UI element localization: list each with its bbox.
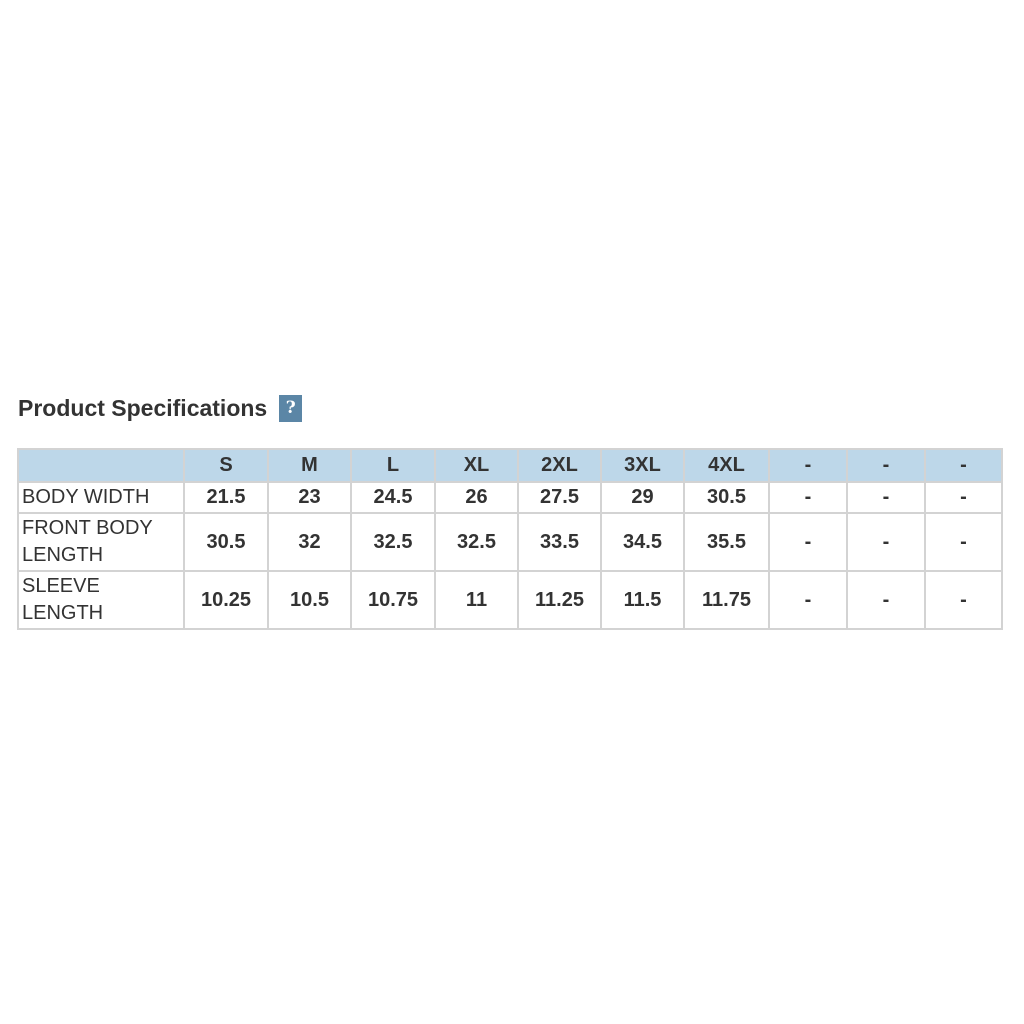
- column-header: -: [924, 448, 1003, 483]
- size-chart-table: S M L XL 2XL 3XL 4XL - - - BODY WIDTH 21.5 23 24.5 26…: [17, 448, 1003, 630]
- table-cell: -: [924, 570, 1003, 630]
- table-row: BODY WIDTH 21.5 23 24.5 26 27.5 29 30.5- - -: [17, 481, 1003, 514]
- column-header: -: [846, 448, 926, 483]
- table-cell: -: [846, 512, 926, 572]
- table-row: FRONT BODY LENGTH 30.5 32 32.5 32.5 33.5 34.5 3…: [17, 512, 1003, 572]
- column-header: -: [768, 448, 848, 483]
- table-cell: 10.25: [183, 570, 269, 630]
- section-header: Product Specifications ?: [18, 395, 303, 422]
- column-header: L: [350, 448, 436, 483]
- row-label: SLEEVE LENGTH: [17, 570, 185, 630]
- column-header: XL: [434, 448, 519, 483]
- table-cell: 11.5: [600, 570, 685, 630]
- table-cell: -: [924, 481, 1003, 514]
- page-title: Product Specifications: [18, 395, 268, 421]
- table-cell: 10.75: [350, 570, 436, 630]
- table-cell: -: [768, 512, 848, 572]
- column-header: 3XL: [600, 448, 685, 483]
- table-cell: 26: [434, 481, 519, 514]
- table-cell: 24.5: [350, 481, 436, 514]
- table-cell: 27.5: [517, 481, 602, 514]
- table-cell: -: [924, 512, 1003, 572]
- table-cell: -: [768, 481, 848, 514]
- row-label: FRONT BODY LENGTH: [17, 512, 185, 572]
- table-cell: 11.25: [517, 570, 602, 630]
- table-cell: 21.5: [183, 481, 269, 514]
- column-header: 2XL: [517, 448, 602, 483]
- table-cell: 11: [434, 570, 519, 630]
- table-cell: -: [768, 570, 848, 630]
- column-header: 4XL: [683, 448, 770, 483]
- table-cell: 33.5: [517, 512, 602, 572]
- table-cell: 32.5: [350, 512, 436, 572]
- column-header: S: [183, 448, 269, 483]
- table-cell: 34.5: [600, 512, 685, 572]
- table-cell: 32: [267, 512, 352, 572]
- table-cell: 11.75: [683, 570, 770, 630]
- header-row: S M L XL 2XL 3XL 4XL - - -: [17, 448, 1003, 483]
- table-cell: 29: [600, 481, 685, 514]
- table-cell: 30.5: [183, 512, 269, 572]
- table-cell: 32.5: [434, 512, 519, 572]
- question-mark-icon[interactable]: ?: [279, 395, 303, 422]
- table-cell: 10.5: [267, 570, 352, 630]
- column-header: [17, 448, 185, 483]
- table-cell: -: [846, 570, 926, 630]
- table-cell: 30.5: [683, 481, 770, 514]
- table-cell: 23: [267, 481, 352, 514]
- table-row: SLEEVE LENGTH 10.25 10.5 10.75 11 11.25 11.5 11…: [17, 570, 1003, 630]
- table-cell: 35.5: [683, 512, 770, 572]
- table-cell: -: [846, 481, 926, 514]
- row-label: BODY WIDTH: [17, 481, 185, 514]
- column-header: M: [267, 448, 352, 483]
